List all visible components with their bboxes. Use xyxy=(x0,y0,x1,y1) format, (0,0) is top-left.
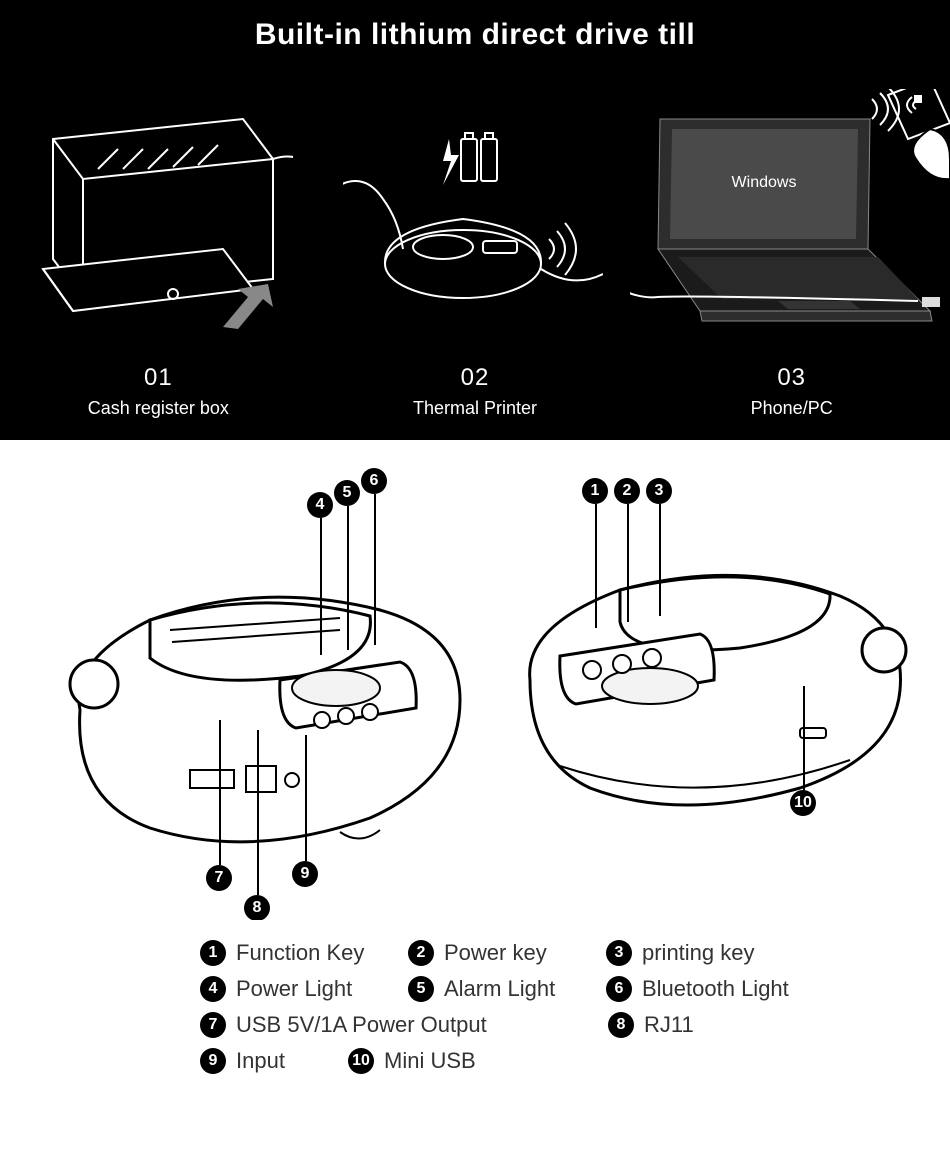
legend-row: 4 Power Light 5 Alarm Light 6 Bluetooth Light xyxy=(200,976,950,1002)
legend-label: Function Key xyxy=(236,940,364,966)
legend-label: Mini USB xyxy=(384,1048,476,1074)
item-caption: Phone/PC xyxy=(633,398,950,419)
legend-item-10: 10 Mini USB xyxy=(348,1048,476,1074)
legend-label: Bluetooth Light xyxy=(642,976,789,1002)
legend-badge-2: 2 xyxy=(408,940,434,966)
leader-line xyxy=(595,504,597,628)
legend-label: printing key xyxy=(642,940,755,966)
panel-title: Built-in lithium direct drive till xyxy=(0,18,950,52)
legend-badge-3: 3 xyxy=(606,940,632,966)
legend-item-4: 4 Power Light xyxy=(200,976,380,1002)
connectivity-illustrations: Windows xyxy=(0,74,950,354)
legend-item-3: 3 printing key xyxy=(606,940,755,966)
callout-badge-10: 10 xyxy=(790,790,816,816)
legend-row: 9 Input 10 Mini USB xyxy=(200,1048,950,1074)
legend-badge-7: 7 xyxy=(200,1012,226,1038)
connectivity-panel: Built-in lithium direct drive till xyxy=(0,0,950,440)
item-number: 02 xyxy=(317,364,634,392)
legend-badge-10: 10 xyxy=(348,1048,374,1074)
legend-label: Input xyxy=(236,1048,285,1074)
legend-item-2: 2 Power key xyxy=(408,940,578,966)
legend-label: USB 5V/1A Power Output xyxy=(236,1012,487,1038)
legend-item-9: 9 Input xyxy=(200,1048,320,1074)
laptop-phone-icon: Windows xyxy=(630,74,950,354)
callout-badge-3: 3 xyxy=(646,478,672,504)
printer-outline-left xyxy=(40,540,480,900)
legend-item-5: 5 Alarm Light xyxy=(408,976,578,1002)
leader-line xyxy=(803,686,805,790)
legend-label: RJ11 xyxy=(644,1012,694,1038)
legend-badge-6: 6 xyxy=(606,976,632,1002)
callout-badge-6: 6 xyxy=(361,468,387,494)
callout-badge-1: 1 xyxy=(582,478,608,504)
legend-label: Power key xyxy=(444,940,547,966)
item-phone-pc: Windows xyxy=(630,74,950,354)
legend-item-1: 1 Function Key xyxy=(200,940,380,966)
legend-badge-1: 1 xyxy=(200,940,226,966)
leader-line xyxy=(305,735,307,861)
callout-badge-9: 9 xyxy=(292,861,318,887)
legend-item-7: 7 USB 5V/1A Power Output xyxy=(200,1012,580,1038)
callout-badge-5: 5 xyxy=(334,480,360,506)
label-block-02: 02 Thermal Printer xyxy=(317,364,634,419)
thermal-printer-icon xyxy=(315,74,630,354)
leader-line xyxy=(347,506,349,650)
leader-line xyxy=(374,494,376,645)
legend-badge-9: 9 xyxy=(200,1048,226,1074)
legend-badge-8: 8 xyxy=(608,1012,634,1038)
item-number: 03 xyxy=(633,364,950,392)
label-block-03: 03 Phone/PC xyxy=(633,364,950,419)
leader-line xyxy=(627,504,629,622)
item-thermal-printer xyxy=(315,74,630,354)
callout-badge-4: 4 xyxy=(307,492,333,518)
leader-line xyxy=(320,518,322,655)
legend-badge-5: 5 xyxy=(408,976,434,1002)
printer-outline-right xyxy=(500,530,920,850)
leader-line xyxy=(219,720,221,865)
legend-label: Power Light xyxy=(236,976,352,1002)
legend-row: 1 Function Key 2 Power key 3 printing key xyxy=(200,940,950,966)
item-caption: Thermal Printer xyxy=(317,398,634,419)
legend-badge-4: 4 xyxy=(200,976,226,1002)
cash-register-icon xyxy=(0,74,315,354)
item-number: 01 xyxy=(0,364,317,392)
legend-label: Alarm Light xyxy=(444,976,555,1002)
leader-line xyxy=(257,730,259,895)
leader-line xyxy=(659,504,661,616)
legend-item-8: 8 RJ11 xyxy=(608,1012,694,1038)
laptop-screen-label: Windows xyxy=(732,174,797,191)
item-cash-register xyxy=(0,74,315,354)
parts-legend: 1 Function Key 2 Power key 3 printing key 4 Pow… xyxy=(0,920,950,1124)
callout-badge-2: 2 xyxy=(614,478,640,504)
label-block-01: 01 Cash register box xyxy=(0,364,317,419)
item-caption: Cash register box xyxy=(0,398,317,419)
parts-diagram: 456 789 123 10 xyxy=(0,440,950,920)
connectivity-labels: 01 Cash register box 02 Thermal Printer … xyxy=(0,364,950,419)
legend-row: 7 USB 5V/1A Power Output 8 RJ11 xyxy=(200,1012,950,1038)
callout-badge-7: 7 xyxy=(206,865,232,891)
legend-item-6: 6 Bluetooth Light xyxy=(606,976,789,1002)
callout-badge-8: 8 xyxy=(244,895,270,920)
